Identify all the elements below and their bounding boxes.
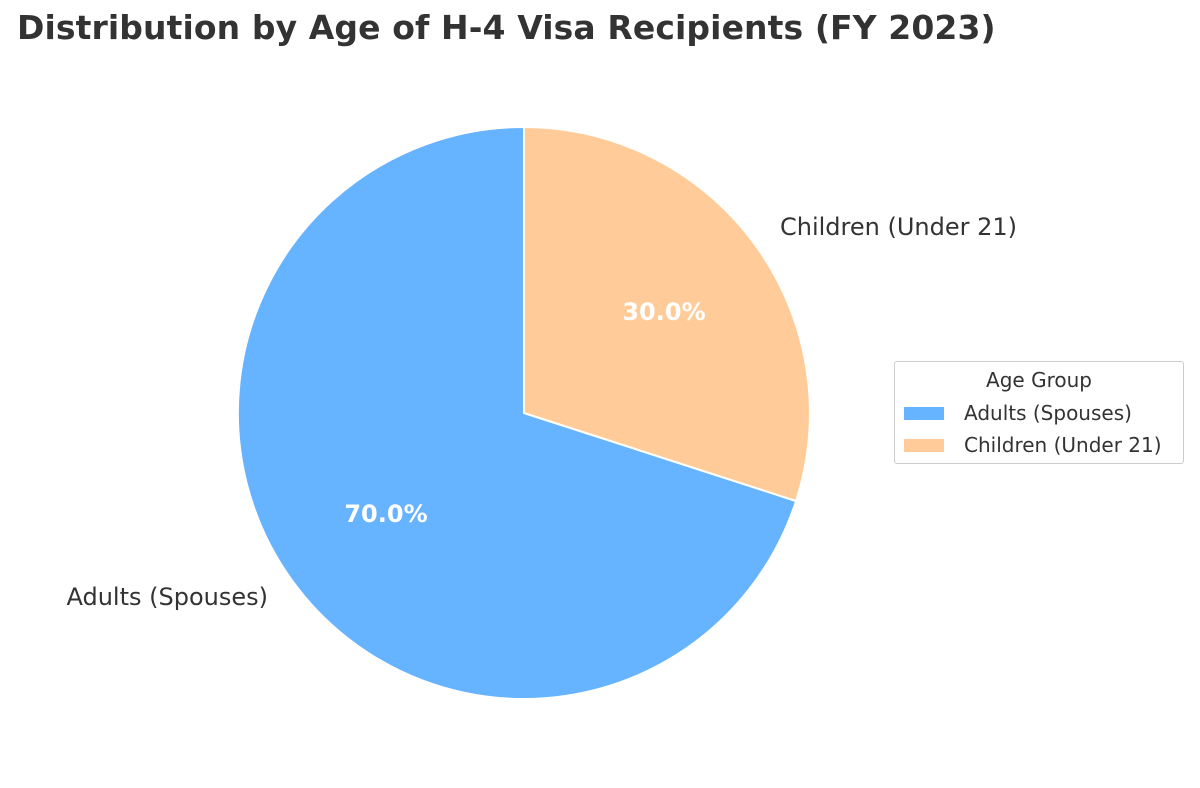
pie-slice-children <box>523 126 811 502</box>
pie-slice-adults <box>236 126 797 700</box>
slice-label-adults: Adults (Spouses) <box>66 583 268 611</box>
legend-item-adults: Adults (Spouses) <box>904 401 1132 425</box>
legend-label-children: Children (Under 21) <box>964 433 1162 457</box>
chart-title: Distribution by Age of H-4 Visa Recipien… <box>17 8 996 47</box>
slice-pct-adults: 70.0% <box>344 500 427 528</box>
legend-swatch-children <box>904 438 944 452</box>
slice-pct-children: 30.0% <box>622 298 705 326</box>
legend: Age Group Adults (Spouses) Children (Und… <box>894 361 1184 464</box>
legend-title: Age Group <box>986 368 1092 392</box>
legend-item-children: Children (Under 21) <box>904 433 1162 457</box>
slice-label-children: Children (Under 21) <box>780 213 1017 241</box>
legend-label-adults: Adults (Spouses) <box>964 401 1132 425</box>
legend-swatch-adults <box>904 406 944 420</box>
